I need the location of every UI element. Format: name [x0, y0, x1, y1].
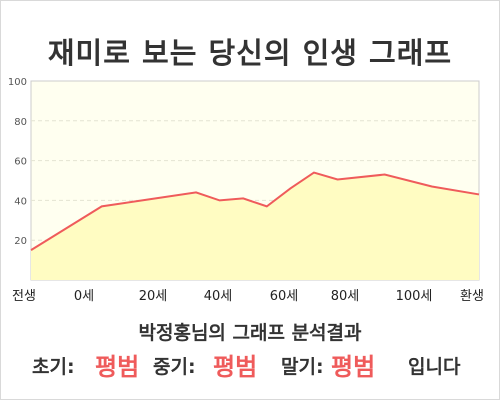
- closing-text: 입니다: [408, 356, 461, 378]
- x-tick-label: 40세: [204, 289, 233, 304]
- y-tick-label: 40: [14, 196, 27, 207]
- middle-value: 평범: [213, 353, 258, 381]
- x-axis-ticks: 전생 0세 20세 40세 60세 80세 100세 환생: [12, 289, 484, 304]
- x-tick-label: 환생: [460, 289, 484, 304]
- y-axis-ticks: 20 40 60 80 100: [8, 77, 27, 247]
- y-tick-label: 100: [8, 77, 27, 88]
- x-tick-label: 20세: [139, 289, 168, 304]
- early-label: 초기:: [32, 356, 75, 378]
- x-tick-label: 80세: [331, 289, 360, 304]
- x-tick-label: 전생: [12, 289, 36, 304]
- analysis-result: 초기: 평범 중기: 평범 말기: 평범 입니다: [0, 344, 500, 384]
- late-value: 평범: [331, 353, 376, 381]
- x-tick-label: 60세: [270, 289, 299, 304]
- y-tick-label: 80: [14, 117, 27, 128]
- y-tick-label: 60: [14, 157, 27, 168]
- early-value: 평범: [95, 353, 140, 381]
- middle-label: 중기:: [153, 356, 196, 378]
- y-tick-label: 20: [14, 236, 27, 247]
- x-tick-label: 100세: [396, 289, 433, 304]
- x-tick-label: 0세: [74, 289, 94, 304]
- analysis-heading: 박정홍님의 그래프 분석결과: [138, 322, 362, 344]
- area-fill: [31, 172, 479, 280]
- series-line: [30, 171, 480, 252]
- late-label: 말기:: [281, 356, 324, 378]
- chart-title: 재미로 보는 당신의 인생 그래프: [47, 36, 453, 70]
